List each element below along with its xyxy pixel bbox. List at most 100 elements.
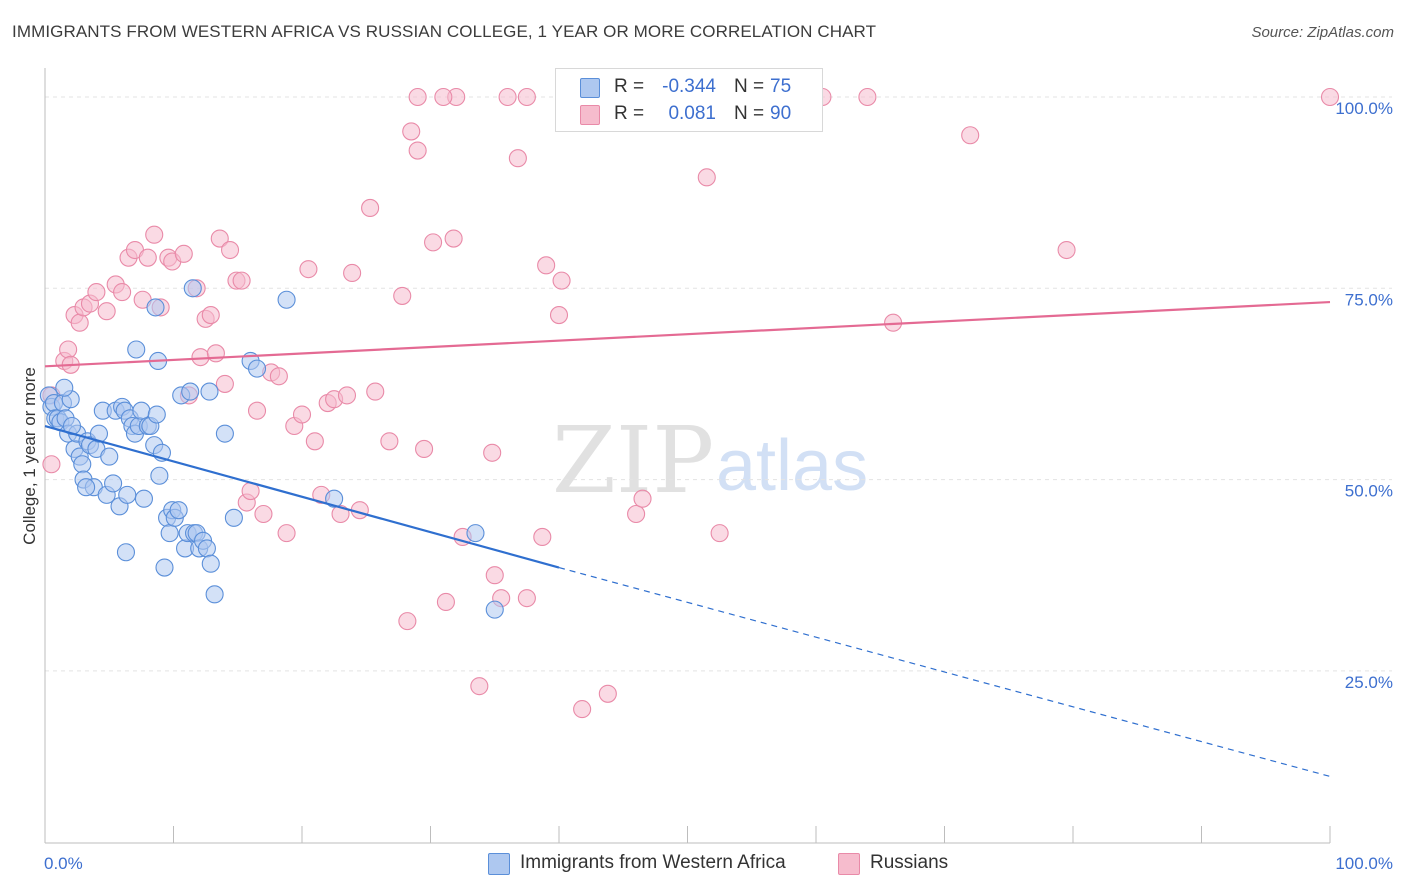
russians-point	[398, 612, 417, 631]
russians-point	[269, 367, 288, 386]
russians-point	[174, 244, 193, 263]
western-africa-trend-extension	[558, 566, 1331, 778]
russians-point	[444, 229, 463, 248]
legend-r-value: -0.344	[662, 76, 716, 97]
russians-points	[42, 87, 1340, 719]
legend-n-value: 90	[770, 103, 792, 124]
russians-point	[366, 382, 385, 401]
western-africa-point	[277, 290, 296, 309]
legend-n-label: N =	[734, 76, 765, 97]
western-africa-point	[132, 401, 151, 420]
russians-point	[1320, 87, 1340, 107]
russians-point	[961, 126, 980, 145]
russians-point	[254, 504, 273, 524]
russians-point	[201, 306, 220, 325]
western-africa-point	[325, 489, 344, 508]
russians-point	[627, 504, 646, 524]
russians-point	[343, 263, 362, 283]
russians-point	[210, 229, 229, 248]
russians-point	[470, 677, 489, 696]
western-africa-point	[146, 298, 165, 317]
y-axis-title: College, 1 year or more	[20, 367, 39, 545]
russians-point	[517, 589, 536, 608]
y-tick-labels: 25.0% 50.0% 75.0% 100.0%	[1335, 99, 1393, 692]
western-africa-trend-line	[44, 424, 560, 569]
series-legend: Immigrants from Western Africa Russians	[0, 851, 1406, 879]
russians-point	[138, 248, 157, 267]
legend-swatch-pink	[838, 853, 860, 875]
russians-point	[299, 260, 318, 279]
correlation-legend: R = -0.344 N = 75 R = 0.081 N = 90	[555, 68, 823, 132]
russians-point	[277, 524, 296, 543]
russians-point	[517, 87, 536, 107]
russians-point	[97, 302, 116, 321]
russians-point	[436, 592, 455, 612]
western-africa-point	[104, 474, 123, 493]
russians-point	[858, 87, 877, 107]
western-africa-point	[160, 524, 179, 543]
russians-point	[549, 306, 569, 325]
axes	[44, 68, 1331, 844]
western-africa-point	[215, 424, 234, 443]
russians-trend-line	[44, 300, 1331, 368]
chart-title: IMMIGRANTS FROM WESTERN AFRICA VS RUSSIA…	[12, 22, 877, 41]
western-africa-point	[118, 485, 137, 504]
russians-point	[533, 527, 552, 546]
russians-point	[220, 240, 240, 260]
western-africa-point	[201, 554, 220, 573]
y-tick-label: 100.0%	[1335, 99, 1393, 118]
russians-point	[1057, 240, 1076, 260]
russians-point	[415, 439, 434, 459]
western-africa-point	[73, 455, 92, 474]
y-tick-label: 25.0%	[1345, 673, 1393, 692]
western-africa-point	[100, 447, 119, 466]
russians-point	[113, 283, 132, 302]
russians-point	[573, 700, 592, 719]
western-africa-point	[224, 508, 243, 527]
western-africa-point	[150, 466, 169, 485]
x-tick-labels: 0.0% 100.0%	[44, 854, 1393, 873]
russians-point	[697, 168, 716, 187]
russians-point	[710, 524, 729, 543]
russians-point	[305, 432, 324, 451]
x-tick-label: 0.0%	[44, 854, 83, 873]
russians-point	[598, 684, 617, 703]
western-africa-point	[77, 478, 96, 497]
russians-point	[434, 87, 453, 107]
legend-swatch-pink	[580, 105, 600, 125]
legend-swatch-blue	[580, 78, 600, 98]
russians-point	[508, 149, 527, 168]
western-africa-point	[466, 524, 485, 543]
russians-point	[552, 271, 571, 290]
western-africa-point	[127, 340, 146, 359]
trend-lines	[44, 300, 1331, 778]
y-tick-label: 75.0%	[1345, 290, 1393, 309]
western-africa-point	[55, 378, 74, 397]
russians-point	[191, 348, 210, 367]
source-label: Source: ZipAtlas.com	[1251, 24, 1394, 41]
russians-point	[247, 401, 267, 420]
western-africa-point	[485, 600, 504, 619]
russians-point	[215, 374, 234, 393]
watermark: ZIP atlas	[552, 407, 868, 514]
russians-point	[206, 344, 225, 363]
western-africa-point	[147, 405, 166, 424]
russians-point	[485, 566, 504, 585]
russians-point	[87, 283, 106, 302]
western-africa-point	[155, 558, 174, 577]
russians-point	[408, 141, 427, 160]
western-africa-point	[181, 382, 200, 401]
russians-point	[424, 233, 443, 252]
russians-point	[70, 313, 89, 332]
russians-point	[483, 443, 502, 462]
watermark-zip: ZIP	[552, 407, 714, 514]
russians-point	[42, 455, 61, 474]
russians-point	[59, 340, 78, 359]
russians-point	[402, 122, 421, 141]
russians-point	[232, 271, 251, 290]
russians-point	[337, 386, 357, 405]
western-africa-point	[116, 543, 136, 562]
russians-point	[380, 432, 399, 451]
legend-n-label: N =	[734, 103, 765, 124]
